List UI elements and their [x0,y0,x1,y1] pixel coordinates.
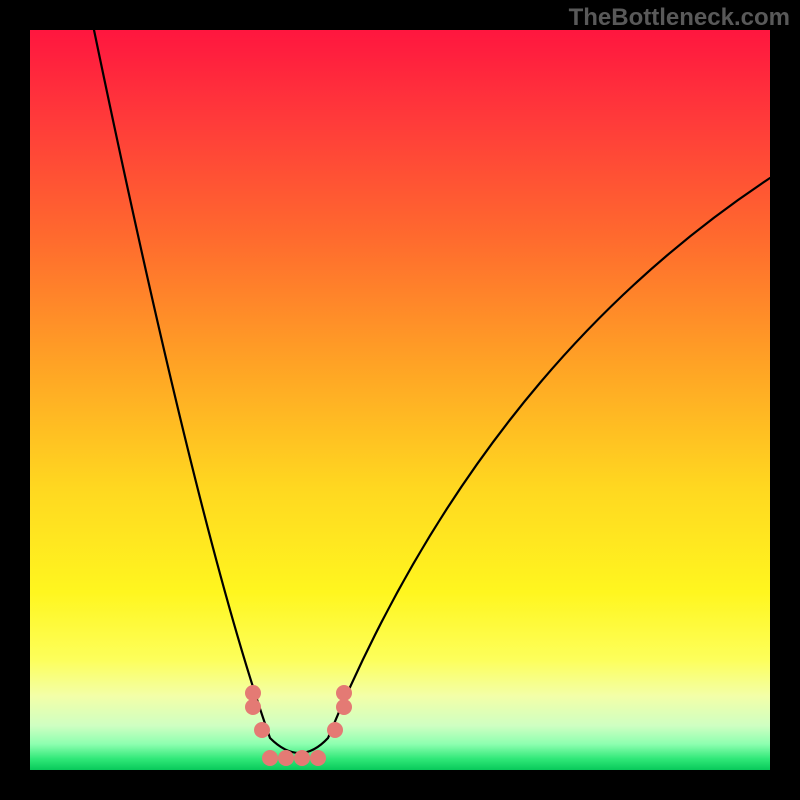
curve-marker [262,750,278,766]
curve-marker [294,750,310,766]
curve-marker [254,722,270,738]
curve-marker [245,685,261,701]
bottleneck-curve [0,0,800,800]
curve-marker [310,750,326,766]
curve-marker [336,685,352,701]
watermark-text: TheBottleneck.com [569,4,790,32]
curve-marker [278,750,294,766]
curve-marker [245,699,261,715]
curve-marker [327,722,343,738]
watermark-label: TheBottleneck.com [569,4,790,31]
curve-marker [336,699,352,715]
